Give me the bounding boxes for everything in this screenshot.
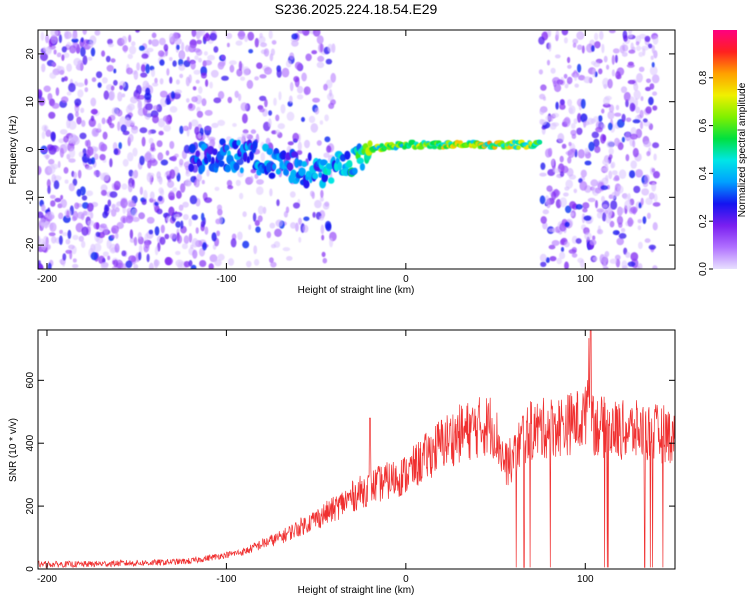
snr-plot-area <box>38 330 675 569</box>
x-tick-label: 100 <box>577 274 594 285</box>
x-tick-label: 0 <box>403 274 409 285</box>
y-tick-label: 0 <box>25 566 36 572</box>
spectrogram-y-axis-label: Frequency (Hz) <box>8 116 19 185</box>
spectrogram-y-ticks: -20 -10 0 10 20 <box>25 48 675 252</box>
spectrogram-heatmap <box>38 30 661 269</box>
colorbar-label: Normalized spectral amplitude <box>737 82 748 217</box>
spectrogram-x-axis-label: Height of straight line (km) <box>298 285 415 296</box>
x-tick-label: -100 <box>216 574 236 585</box>
y-tick-label: 600 <box>25 372 36 389</box>
snr-line <box>38 330 675 569</box>
y-tick-label: -20 <box>25 237 36 252</box>
colorbar-tick-label: 0.0 <box>698 262 709 276</box>
y-tick-label: 0 <box>25 146 36 152</box>
colorbar: 0.0 0.2 0.4 0.6 0.8 Normalized spectral ampl… <box>698 30 748 276</box>
snr-panel: -200 -100 0 100 0 200 400 600 Height of straig… <box>8 329 676 596</box>
figure-title: S236.2025.224.18.54.E29 <box>275 1 438 17</box>
x-tick-label: -200 <box>37 274 57 285</box>
y-tick-label: 10 <box>25 96 36 108</box>
snr-x-axis-label: Height of straight line (km) <box>298 585 415 596</box>
snr-frame <box>37 329 676 570</box>
colorbar-tick-label: 0.2 <box>698 214 709 228</box>
y-tick-label: 400 <box>25 434 36 451</box>
colorbar-gradient <box>713 30 737 269</box>
snr-y-axis-label: SNR (10 * v/v) <box>8 418 19 482</box>
x-tick-label: 100 <box>577 574 594 585</box>
colorbar-tick-label: 0.4 <box>698 166 709 180</box>
colorbar-tick-label: 0.6 <box>698 118 709 132</box>
snr-y-ticks: 0 200 400 600 <box>25 372 675 572</box>
x-tick-label: -200 <box>37 574 57 585</box>
snr-x-ticks: -200 -100 0 100 <box>37 330 594 585</box>
x-tick-label: -100 <box>216 274 236 285</box>
colorbar-ticks: 0.0 0.2 0.4 0.6 0.8 <box>698 70 713 276</box>
y-tick-label: 200 <box>25 497 36 514</box>
y-tick-label: -10 <box>25 190 36 205</box>
colorbar-tick-label: 0.8 <box>698 70 709 84</box>
y-tick-label: 20 <box>25 48 36 60</box>
spectrogram-x-ticks: -200 -100 0 100 <box>37 30 594 285</box>
x-tick-label: 0 <box>403 574 409 585</box>
